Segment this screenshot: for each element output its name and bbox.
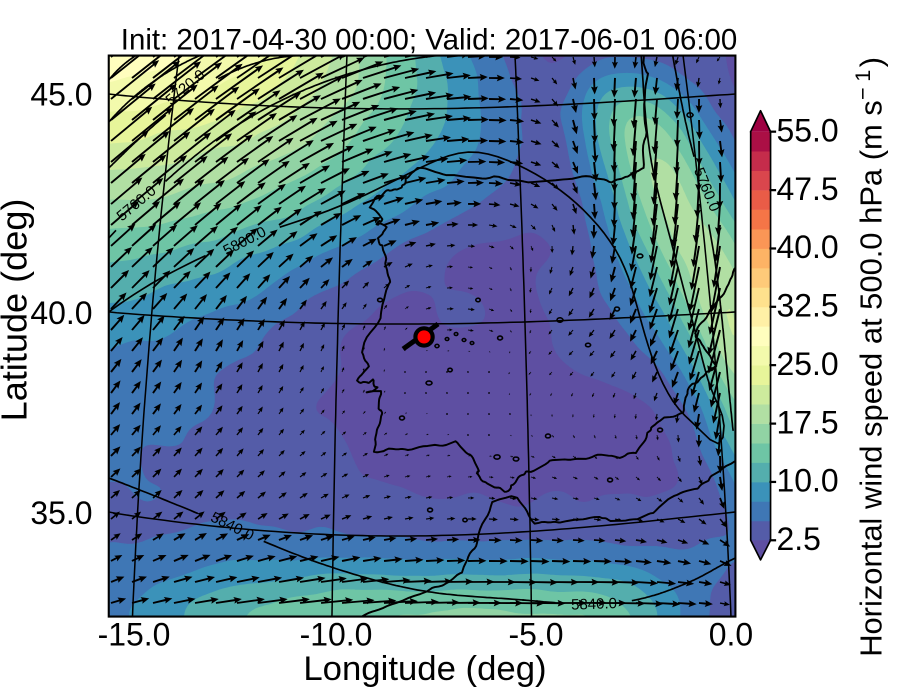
svg-text:2.5: 2.5 xyxy=(777,521,821,557)
svg-text:25.0: 25.0 xyxy=(777,346,839,382)
svg-text:40.0: 40.0 xyxy=(30,295,92,331)
svg-text:35.0: 35.0 xyxy=(30,495,92,531)
svg-text:5840.0: 5840.0 xyxy=(571,595,617,614)
svg-text:-10.0: -10.0 xyxy=(300,617,373,653)
svg-text:45.0: 45.0 xyxy=(30,77,92,113)
svg-text:10.0: 10.0 xyxy=(777,463,839,499)
svg-text:55.0: 55.0 xyxy=(777,113,839,149)
svg-text:Horizontalwindspeedat500.0hPa(: Horizontalwindspeedat500.0hPa(ms)−1 xyxy=(850,57,889,657)
svg-text:0.0: 0.0 xyxy=(709,617,753,653)
svg-text:17.5: 17.5 xyxy=(777,404,839,440)
svg-text:Longitude (deg): Longitude (deg) xyxy=(303,650,546,688)
svg-text:Latitude (deg): Latitude (deg) xyxy=(0,199,34,422)
svg-text:32.5: 32.5 xyxy=(777,288,839,324)
svg-text:47.5: 47.5 xyxy=(777,171,839,207)
svg-text:-5.0: -5.0 xyxy=(508,617,563,653)
svg-text:-15.0: -15.0 xyxy=(98,617,171,653)
svg-text:40.0: 40.0 xyxy=(777,229,839,265)
svg-text:Init: 2017-04-30 00:00; Valid:: Init: 2017-04-30 00:00; Valid: 2017-06-0… xyxy=(121,24,737,57)
